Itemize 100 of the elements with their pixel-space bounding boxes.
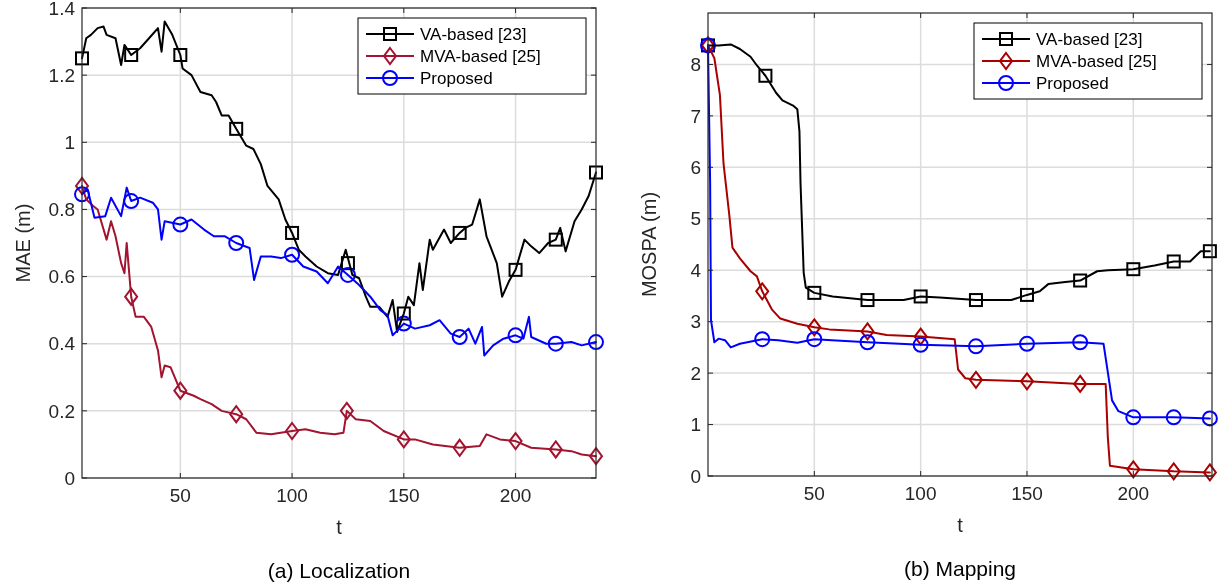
point	[968, 370, 983, 389]
point	[547, 335, 564, 352]
point	[913, 327, 928, 346]
y-axis-title: MAE (m)	[12, 203, 34, 283]
point	[340, 256, 355, 271]
point	[548, 440, 563, 459]
y-tick-label: 5	[690, 208, 701, 230]
x-axis-title: t	[957, 514, 964, 536]
point	[1126, 460, 1141, 479]
y-tick-label: 6	[690, 156, 701, 178]
y-tick-label: 0.8	[48, 199, 75, 221]
point	[1165, 409, 1182, 426]
point	[1202, 463, 1217, 482]
legend-label: Proposed	[420, 69, 493, 88]
y-tick-label: 0.2	[48, 400, 75, 422]
x-tick-label: 100	[904, 483, 937, 504]
point	[396, 430, 411, 449]
legend-label: MVA-based [25]	[420, 47, 541, 66]
point	[588, 334, 604, 351]
y-tick-label: 8	[690, 54, 701, 76]
point	[1073, 273, 1088, 288]
point	[124, 287, 139, 306]
point	[967, 338, 984, 355]
point	[1166, 254, 1181, 269]
point	[589, 165, 603, 180]
y-tick-label: 1	[690, 414, 701, 436]
point	[75, 51, 89, 66]
point	[754, 331, 771, 348]
y-tick-label: 1.4	[48, 0, 76, 19]
point	[229, 121, 244, 136]
y-tick-label: 2	[690, 362, 701, 384]
point	[507, 327, 524, 344]
point	[173, 381, 188, 400]
legend-label: MVA-based [25]	[1036, 52, 1157, 71]
point	[395, 315, 412, 332]
y-tick-label: 0.6	[48, 266, 75, 288]
point	[452, 225, 467, 240]
point	[807, 318, 822, 337]
point	[968, 293, 983, 308]
point	[123, 193, 140, 210]
y-tick-label: 1	[64, 131, 75, 153]
point	[758, 68, 773, 83]
point	[396, 306, 411, 321]
point	[807, 285, 822, 300]
text: (a) Localization	[267, 559, 411, 582]
point	[339, 401, 354, 420]
point	[913, 289, 928, 304]
point	[1019, 372, 1034, 391]
point	[912, 336, 929, 353]
x-axis-title: t	[336, 516, 343, 538]
point	[229, 405, 244, 424]
y-tick-label: 4	[690, 259, 702, 281]
point	[124, 48, 139, 62]
x-tick-label: 100	[276, 485, 308, 506]
point	[1202, 244, 1217, 259]
point	[1201, 410, 1218, 427]
x-tick-label: 200	[1117, 483, 1150, 504]
point	[1018, 335, 1035, 352]
point	[755, 282, 770, 301]
x-tick-label: 200	[499, 485, 532, 506]
y-tick-label: 0	[690, 465, 701, 487]
point	[284, 246, 301, 263]
point	[508, 262, 523, 277]
point	[859, 334, 876, 351]
point	[452, 438, 467, 457]
point	[1019, 287, 1034, 302]
y-tick-label: 3	[690, 311, 701, 333]
x-tick-label: 150	[1011, 483, 1043, 504]
point	[75, 176, 89, 195]
point	[1125, 409, 1142, 426]
y-axis-title: MOSPA (m)	[638, 191, 660, 298]
y-tick-label: 0	[64, 467, 75, 489]
point	[172, 216, 189, 233]
point	[1126, 262, 1141, 277]
point	[860, 293, 875, 308]
legend-label: VA-based [23]	[1036, 30, 1143, 49]
point	[451, 329, 468, 345]
y-tick-label: 7	[690, 105, 701, 127]
legend-label: VA-based [23]	[420, 25, 527, 44]
text: (b) Mapping	[903, 557, 1017, 580]
point	[548, 232, 563, 247]
point	[285, 225, 300, 240]
x-tick-label: 50	[803, 483, 825, 504]
point	[806, 331, 823, 348]
point	[508, 432, 523, 451]
point	[285, 422, 300, 440]
point	[1166, 462, 1181, 481]
point	[74, 186, 90, 203]
point	[589, 447, 603, 466]
x-tick-label: 50	[169, 485, 191, 506]
point	[1072, 334, 1089, 351]
point	[173, 48, 188, 62]
legend-label: Proposed	[1036, 74, 1109, 93]
x-tick-label: 150	[387, 485, 420, 506]
point	[228, 235, 245, 251]
point	[860, 322, 875, 341]
point	[339, 266, 356, 283]
y-tick-label: 1.2	[48, 64, 75, 86]
point	[1073, 374, 1088, 393]
y-tick-label: 0.4	[48, 333, 76, 355]
